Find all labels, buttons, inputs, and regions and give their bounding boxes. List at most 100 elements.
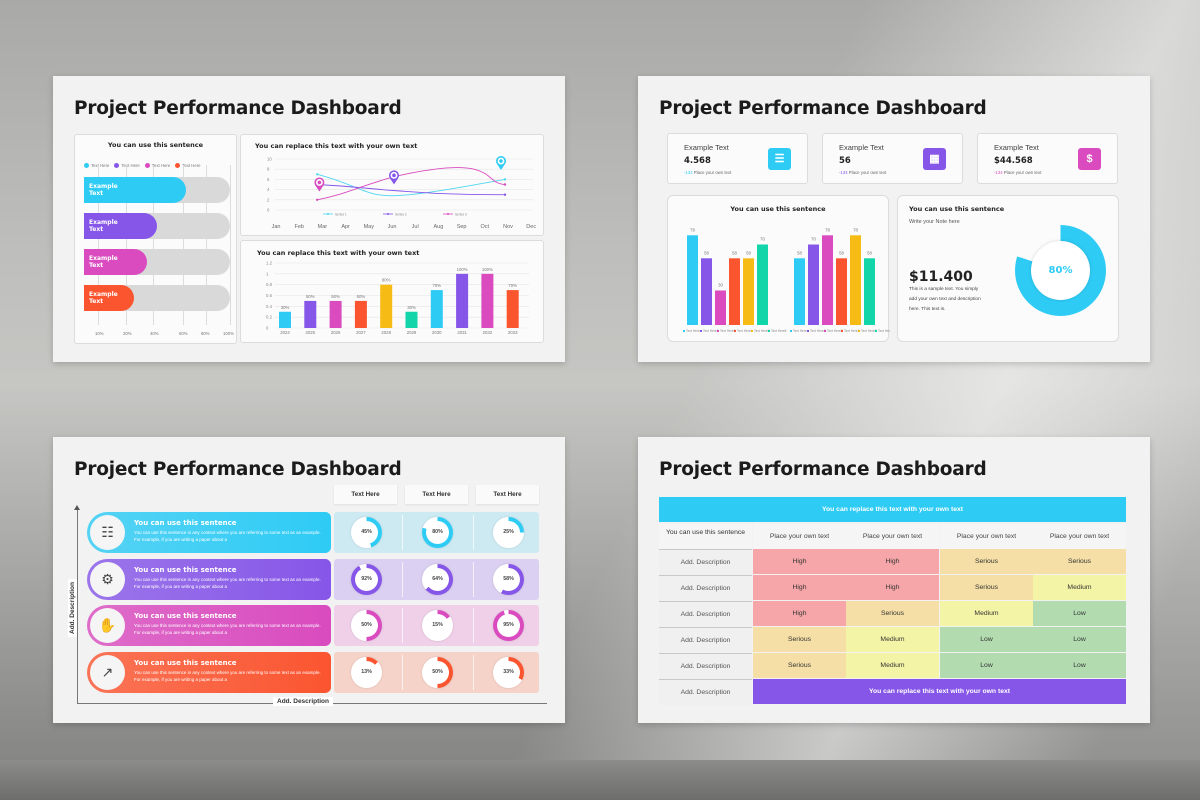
risk-cell[interactable]: Serious xyxy=(753,653,846,678)
column-header: Place your own text xyxy=(846,524,939,549)
risk-cell[interactable]: Serious xyxy=(753,627,846,652)
column-header: Place your own text xyxy=(753,524,846,549)
risk-cell[interactable]: Low xyxy=(1033,653,1126,678)
risk-cell[interactable]: Medium xyxy=(940,601,1033,626)
svg-text:100%: 100% xyxy=(482,267,493,272)
bar-fill: Example Text xyxy=(84,213,157,239)
percent-donut: 95% xyxy=(493,610,524,641)
cell-divider xyxy=(473,561,474,597)
grid-icon: ▦ xyxy=(923,148,946,170)
risk-cell[interactable]: High xyxy=(846,575,939,600)
risk-cell[interactable]: High xyxy=(753,601,846,626)
map-pin-icon xyxy=(389,170,399,185)
bar-label: Example Text xyxy=(89,291,118,305)
percent-donut: 45% xyxy=(351,517,382,548)
cell-divider xyxy=(402,515,403,550)
stat-card: Example Text 56 -134 Place your own text ▦ xyxy=(822,133,963,184)
amount-value: $11.400 xyxy=(909,269,973,285)
svg-text:70: 70 xyxy=(760,237,765,242)
slide-3[interactable]: Project Performance Dashboard Text Here T… xyxy=(53,437,565,723)
y-axis-arrow-icon xyxy=(74,505,80,510)
donut-label: 50% xyxy=(355,614,378,637)
svg-text:0.6: 0.6 xyxy=(266,293,273,298)
percent-row: 50% 15% 95% xyxy=(334,605,539,646)
x-tick: 60% xyxy=(179,331,188,336)
percent-donut: 13% xyxy=(351,656,382,688)
growth-chart-icon: ↗ xyxy=(90,654,125,690)
risk-cell[interactable]: Low xyxy=(1033,601,1126,626)
risk-cell[interactable]: High xyxy=(753,575,846,600)
bar-fill: Example Text xyxy=(84,249,147,275)
donut-label: 15% xyxy=(426,614,449,637)
legend-dot-icon xyxy=(114,163,120,169)
stat-value: 4.568 xyxy=(684,156,711,166)
x-tick: 20% xyxy=(123,331,132,336)
risk-cell[interactable]: Serious xyxy=(940,549,1033,574)
risk-cell[interactable]: Low xyxy=(940,653,1033,678)
percent-donut: 92% xyxy=(351,563,382,595)
svg-text:Text Here3: Text Here3 xyxy=(827,329,843,333)
card-title: You can use this sentence xyxy=(909,205,1005,213)
percent-row: 92% 64% 58% xyxy=(334,558,539,600)
slide-1[interactable]: Project Performance Dashboard You can us… xyxy=(53,76,565,362)
bar-chart-card: You can replace this text with your own … xyxy=(240,240,544,343)
risk-cell[interactable]: Medium xyxy=(846,627,939,652)
stat-delta: -134 xyxy=(839,170,849,175)
money-hand-icon: $ xyxy=(1078,148,1101,170)
list-item[interactable]: ✋ You can use this sentence You can use th… xyxy=(87,605,331,646)
percent-donut: 58% xyxy=(493,563,524,595)
svg-text:30%: 30% xyxy=(407,305,416,310)
risk-cell[interactable]: Medium xyxy=(1033,575,1126,600)
column-header: Text Here xyxy=(405,485,468,504)
hierarchy-icon: ☰ xyxy=(768,148,791,170)
list-item[interactable]: ↗ You can use this sentence You can use th… xyxy=(87,651,331,693)
svg-text:78: 78 xyxy=(825,227,830,232)
svg-text:Apr: Apr xyxy=(341,224,350,230)
svg-text:Jul: Jul xyxy=(412,224,419,230)
slide-title: Project Performance Dashboard xyxy=(659,98,987,119)
cell-divider xyxy=(402,608,403,643)
row-description: You can use this sentence in any context… xyxy=(134,669,321,682)
row-label: Add. Description xyxy=(659,679,752,705)
slide-2[interactable]: Project Performance Dashboard Example Te… xyxy=(638,76,1150,362)
svg-text:2030: 2030 xyxy=(432,330,442,335)
svg-text:0.4: 0.4 xyxy=(266,304,273,309)
cell-divider xyxy=(402,561,403,597)
legend: Text Here Text Here Text Here Text Here xyxy=(84,154,234,172)
svg-text:2028: 2028 xyxy=(381,330,391,335)
legend-item: Text Here xyxy=(144,163,170,169)
percent-donut: 50% xyxy=(351,610,382,641)
percent-row: 45% 80% 25% xyxy=(334,512,539,553)
slide-title: Project Performance Dashboard xyxy=(74,98,402,119)
risk-cell[interactable]: Low xyxy=(940,627,1033,652)
stat-card: Example Text $44.568 -134 Place your own t… xyxy=(977,133,1118,184)
risk-cell[interactable]: High xyxy=(753,549,846,574)
svg-text:50%: 50% xyxy=(357,294,366,299)
donut-label: 80% xyxy=(426,521,449,544)
stat-subtext: -134 Place your own text xyxy=(994,170,1042,175)
donut-label: 80% xyxy=(1031,241,1090,300)
risk-cell[interactable]: Serious xyxy=(846,601,939,626)
stat-title: Example Text xyxy=(994,143,1039,152)
legend-dot-icon xyxy=(175,163,181,169)
svg-text:10: 10 xyxy=(267,157,272,162)
stat-value: $44.568 xyxy=(994,156,1033,166)
risk-cell[interactable]: Serious xyxy=(940,575,1033,600)
svg-text:58: 58 xyxy=(867,250,872,255)
risk-cell[interactable]: Serious xyxy=(1033,549,1126,574)
card-title: You can replace this text with your own … xyxy=(255,142,418,150)
svg-text:Text Here6: Text Here6 xyxy=(771,329,787,333)
risk-cell[interactable]: High xyxy=(846,549,939,574)
risk-cell[interactable]: Medium xyxy=(846,653,939,678)
list-item[interactable]: ⚙ You can use this sentence You can use th… xyxy=(87,558,331,600)
svg-text:58: 58 xyxy=(732,250,737,255)
stat-delta: -134 xyxy=(684,170,694,175)
bar-chart: 1.2 1 0.8 0.6 0.4 0.2 0 30% 2024 50% 2025 50% 2026 50… xyxy=(266,261,529,335)
list-item[interactable]: ☷ You can use this sentence You can use th… xyxy=(87,512,331,553)
donut-label: 50% xyxy=(426,660,449,684)
slide-4[interactable]: Project Performance Dashboard You can re… xyxy=(638,437,1150,723)
donut-label: 13% xyxy=(355,660,378,684)
column-header: Text Here xyxy=(476,485,539,504)
risk-cell[interactable]: Low xyxy=(1033,627,1126,652)
svg-text:2025: 2025 xyxy=(306,330,316,335)
